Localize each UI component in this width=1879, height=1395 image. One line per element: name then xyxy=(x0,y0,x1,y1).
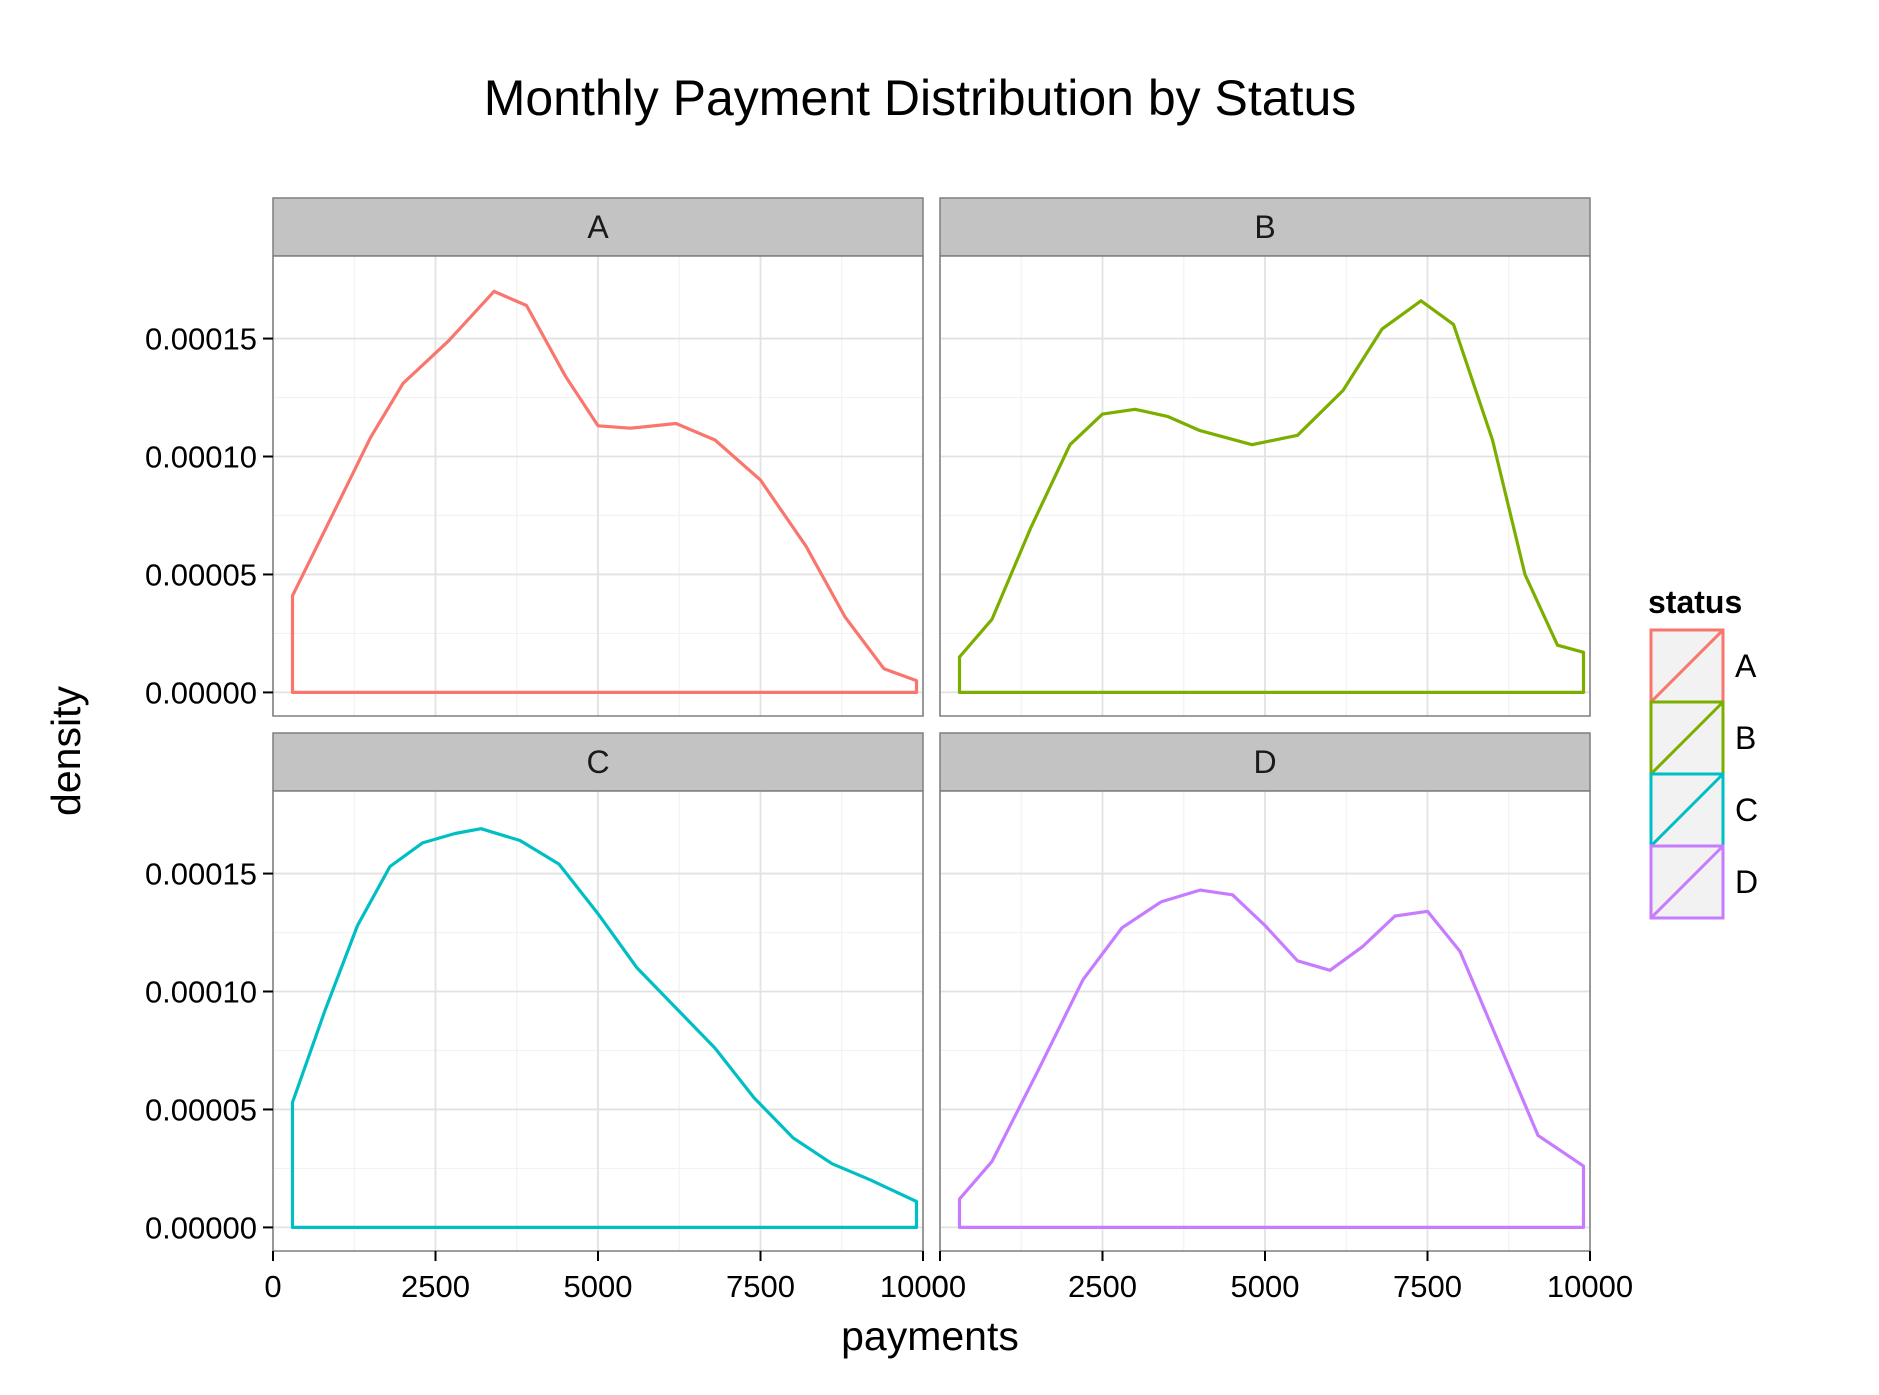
legend-label: A xyxy=(1735,648,1757,684)
facet-strip xyxy=(939,732,1591,792)
y-tick-label: 0.00005 xyxy=(145,557,257,592)
x-tick-label: 7500 xyxy=(1393,1269,1462,1304)
facet-strip-label: D xyxy=(1253,744,1276,780)
y-tick-label: 0.00015 xyxy=(145,322,257,357)
y-tick-label: 0.00000 xyxy=(145,675,257,710)
facet-strip xyxy=(272,197,924,257)
x-tick-label: 0 xyxy=(931,1269,948,1304)
x-tick-label: 10000 xyxy=(1547,1269,1633,1304)
facet-strip xyxy=(272,732,924,792)
legend-key-diagonal xyxy=(1649,700,1725,776)
panel-border xyxy=(272,255,924,717)
legend-label: C xyxy=(1735,792,1758,828)
legend-item-a: A xyxy=(1649,628,1757,704)
y-tick-label: 0.00010 xyxy=(145,440,257,475)
legend-key-diagonal xyxy=(1649,628,1725,704)
x-tick-label: 0 xyxy=(264,1269,281,1304)
y-tick-label: 0.00010 xyxy=(145,975,257,1010)
legend-label: D xyxy=(1735,864,1758,900)
legend-label: B xyxy=(1735,720,1756,756)
legend-item-c: C xyxy=(1649,772,1758,848)
x-tick-label: 7500 xyxy=(726,1269,795,1304)
facet-panel-c: C 0.00000 0.00005 0.00010 0.00015 0 2500 5000 75… xyxy=(145,732,966,1304)
density-line-c xyxy=(290,827,919,1229)
facet-strip-label: B xyxy=(1254,209,1275,245)
facet-strip-label: C xyxy=(586,744,609,780)
density-line-a xyxy=(290,289,919,694)
y-tick-label: 0.00005 xyxy=(145,1092,257,1127)
x-tick-label: 10000 xyxy=(880,1269,966,1304)
facet-strip-label: A xyxy=(587,209,609,245)
legend-title: status xyxy=(1648,584,1742,620)
chart-title: Monthly Payment Distribution by Status xyxy=(484,70,1357,126)
x-axis-title: payments xyxy=(841,1313,1019,1359)
panel-border xyxy=(939,255,1591,717)
facet-panel-a: A 0.00000 0.00005 0.00010 0.00015 xyxy=(145,197,924,717)
y-tick-label: 0.00015 xyxy=(145,857,257,892)
legend-key-diagonal xyxy=(1649,772,1725,848)
legend-item-b: B xyxy=(1649,700,1756,776)
density-line-b xyxy=(957,299,1586,694)
panels-layer: A 0.00000 0.00005 0.00010 0.00015 B C 0.00000 0.… xyxy=(145,197,1633,1304)
x-tick-label: 5000 xyxy=(564,1269,633,1304)
legend-key-diagonal xyxy=(1649,844,1725,920)
facet-panel-b: B xyxy=(939,197,1591,717)
x-tick-label: 5000 xyxy=(1231,1269,1300,1304)
x-tick-label: 2500 xyxy=(1068,1269,1137,1304)
legend-item-d: D xyxy=(1649,844,1758,920)
density-line-d xyxy=(957,888,1586,1229)
y-axis-title: density xyxy=(43,686,89,816)
facet-panel-d: D 0 2500 5000 7500 10000 xyxy=(931,732,1633,1304)
y-tick-label: 0.00000 xyxy=(145,1210,257,1245)
x-tick-label: 2500 xyxy=(401,1269,470,1304)
